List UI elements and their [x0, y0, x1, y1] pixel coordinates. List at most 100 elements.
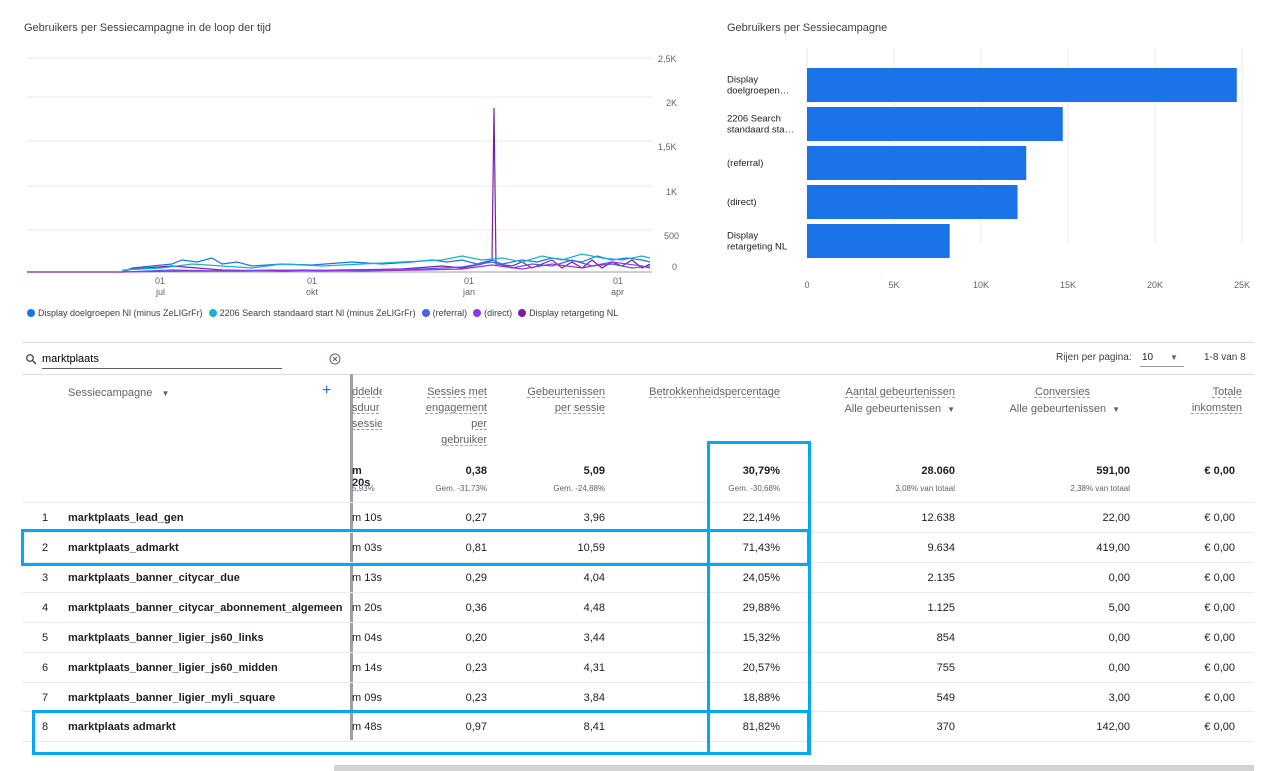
y-tick: 1,5K [658, 142, 677, 152]
header-line: engagement [425, 402, 487, 414]
table-row[interactable]: 3 marktplaats_banner_citycar_due m 13s 0… [22, 562, 1254, 592]
row-revenue: € 0,00 [1204, 632, 1235, 644]
x-tick-day: 01 [307, 276, 317, 286]
chevron-down-icon: ▼ [161, 389, 170, 398]
table-row[interactable]: 4 marktplaats_banner_citycar_abonnement_… [22, 592, 1254, 622]
column-header-engagement-rate[interactable]: Betrokkenheidspercentage [630, 384, 780, 400]
header-line: Aantal gebeurtenissen [845, 386, 955, 398]
bar[interactable] [807, 146, 1027, 180]
legend-item[interactable]: 2206 Search standaard start Nl (minus Ze… [208, 308, 416, 318]
table-row[interactable]: 6 marktplaats_banner_ligier_js60_midden … [22, 652, 1254, 682]
column-header-revenue[interactable]: Totale inkomsten [1170, 384, 1242, 416]
legend-dot [27, 309, 35, 317]
row-campaign: marktplaats_banner_ligier_js60_links [68, 632, 264, 644]
total-engagement-rate: 30,79% [742, 465, 780, 477]
pagination-range: 1-8 van 8 [1204, 352, 1246, 363]
y-tick: 2K [666, 98, 677, 108]
clear-search-icon[interactable] [329, 353, 341, 365]
add-dimension-icon[interactable]: + [322, 382, 332, 399]
bar-category-label: doelgroepen… [727, 86, 789, 97]
row-engaged: 0,23 [465, 692, 487, 704]
row-index: 7 [42, 692, 49, 704]
column-header-engaged-sessions[interactable]: Sessies met engagement per gebruiker [404, 384, 487, 448]
row-revenue: € 0,00 [1204, 512, 1235, 524]
bar[interactable] [807, 107, 1063, 141]
conversions-filter[interactable]: Alle gebeurtenissen ▼ [980, 401, 1120, 418]
table-row[interactable]: 1 marktplaats_lead_gen m 10s 0,27 3,96 2… [22, 502, 1254, 532]
bar-chart-x-tick: 25K [1234, 280, 1250, 290]
table-row[interactable]: 8 marktplaats admarkt m 48s 0,97 8,41 81… [22, 711, 1254, 741]
row-campaign: marktplaats admarkt [68, 721, 176, 733]
column-header-conversions[interactable]: Conversies Alle gebeurtenissen ▼ [980, 384, 1120, 418]
header-line: Gebeurtenissen [527, 386, 605, 398]
table-toolbar: Rijen per pagina: 10 ▼ 1-8 van 8 [22, 342, 1254, 374]
rows-per-page-value: 10 [1142, 352, 1154, 363]
column-header-sessiecampagne[interactable]: Sessiecampagne ▼ [68, 385, 169, 402]
table-row[interactable]: 2 marktplaats_admarkt m 03s 0,81 10,59 7… [22, 532, 1254, 562]
row-index: 5 [42, 632, 49, 644]
rows-per-page-select[interactable]: 10 ▼ [1140, 349, 1184, 367]
header-line: inkomsten [1191, 402, 1242, 414]
search-input[interactable] [42, 349, 282, 369]
row-duration: m 04s [352, 632, 382, 644]
bar[interactable] [807, 185, 1018, 219]
line-chart-grid [27, 57, 652, 273]
row-engagement-rate: 71,43% [742, 542, 780, 554]
row-index: 2 [42, 542, 49, 554]
column-header-event-count[interactable]: Aantal gebeurtenissen Alle gebeurtenisse… [800, 384, 955, 418]
bar-chart-x-tick: 20K [1147, 280, 1163, 290]
row-events-per-session: 10,59 [577, 542, 605, 554]
total-events: 28.060 [921, 465, 955, 477]
table-row[interactable]: 5 marktplaats_banner_ligier_js60_links m… [22, 622, 1254, 652]
header-line: Conversies [1034, 386, 1090, 398]
row-revenue: € 0,00 [1204, 602, 1235, 614]
legend-item[interactable]: Display doelgroepen Nl (minus ZeLIGrFr) [27, 308, 203, 318]
bar-category-label: (direct) [727, 197, 757, 208]
row-engagement-rate: 18,88% [742, 692, 780, 704]
column-header-events-per-session[interactable]: Gebeurtenissen per sessie [515, 384, 605, 416]
row-events: 755 [936, 662, 955, 674]
y-tick: 2,5K [658, 54, 677, 64]
total-conversions: 591,00 [1096, 465, 1130, 477]
row-duration: m 13s [352, 572, 382, 584]
row-duration: m 48s [352, 721, 382, 733]
column-header-label: Sessiecampagne [68, 387, 153, 399]
row-index: 3 [42, 572, 49, 584]
bar-category-label: retargeting NL [727, 242, 787, 253]
y-tick: 500 [664, 231, 679, 241]
header-line: gebruiker [441, 434, 487, 446]
row-engagement-rate: 24,05% [742, 572, 780, 584]
table-row[interactable]: 7 marktplaats_banner_ligier_myli_square … [22, 682, 1254, 712]
horizontal-scrollbar[interactable] [334, 765, 1254, 771]
row-events: 1.125 [927, 602, 955, 614]
row-engagement-rate: 20,57% [742, 662, 780, 674]
y-tick: 0 [672, 262, 677, 272]
total-engaged: 0,38 [465, 465, 487, 477]
header-line: sduur [352, 402, 380, 414]
total-avg-duration-sub: 5,93% [352, 484, 375, 493]
column-header-avg-duration[interactable]: ddelde sduur sessie [352, 384, 382, 432]
bar[interactable] [807, 68, 1237, 102]
row-campaign: marktplaats_admarkt [68, 542, 179, 554]
header-line: ddelde [352, 386, 382, 398]
bar-chart-x-tick: 0 [804, 280, 809, 290]
legend-item[interactable]: Display retargeting NL [518, 308, 618, 318]
row-revenue: € 0,00 [1204, 572, 1235, 584]
row-conversions: 419,00 [1096, 542, 1130, 554]
legend-item[interactable]: (direct) [473, 308, 512, 318]
row-revenue: € 0,00 [1204, 542, 1235, 554]
bar-chart-x-tick: 15K [1060, 280, 1076, 290]
line-chart-legend: Display doelgroepen Nl (minus ZeLIGrFr) … [27, 308, 618, 318]
row-engaged: 0,29 [465, 572, 487, 584]
x-tick-day: 01 [464, 276, 474, 286]
bar[interactable] [807, 224, 950, 258]
row-events-per-session: 3,84 [583, 692, 605, 704]
row-index: 8 [42, 721, 49, 733]
line-chart-title: Gebruikers per Sessiecampagne in de loop… [24, 22, 272, 34]
event-count-filter[interactable]: Alle gebeurtenissen ▼ [800, 401, 955, 418]
legend-item[interactable]: (referral) [421, 308, 467, 318]
row-engaged: 0,97 [465, 721, 487, 733]
total-events-per-session-sub: Gem. -24,88% [553, 484, 605, 493]
row-index: 1 [42, 512, 49, 524]
series-line-search [121, 253, 651, 271]
